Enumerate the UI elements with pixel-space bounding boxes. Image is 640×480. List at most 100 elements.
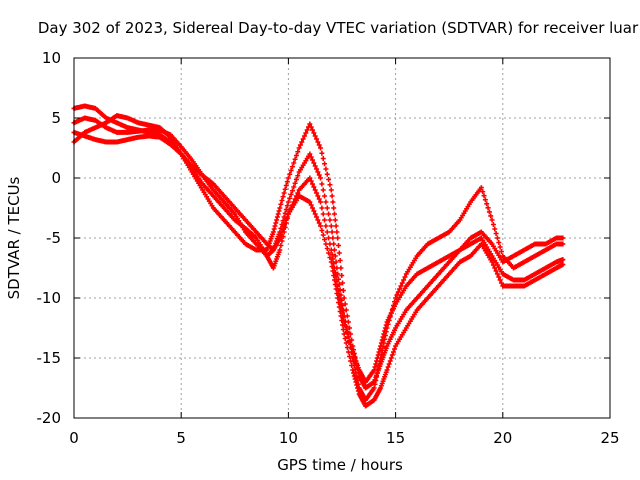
data-point-interp (326, 250, 332, 256)
data-point-interp (385, 321, 391, 327)
data-point-interp (295, 173, 301, 179)
data-point-interp (399, 280, 405, 286)
x-tick-label: 15 (386, 429, 405, 447)
data-point-interp (319, 181, 325, 187)
data-point-interp (386, 361, 392, 367)
y-tick-label: -20 (37, 409, 62, 427)
data-point-interp (331, 241, 337, 247)
data-point-interp (388, 310, 394, 316)
data-point-interp (390, 349, 396, 355)
data-point (393, 295, 399, 301)
x-tick-label: 0 (69, 429, 79, 447)
data-point (384, 367, 390, 373)
data-point-interp (394, 292, 400, 298)
x-tick-label: 20 (493, 429, 512, 447)
data-point-interp (497, 277, 503, 283)
data-point-interp (292, 180, 298, 186)
data-point-interp (336, 300, 342, 305)
data-point-interp (326, 235, 332, 241)
data-point-interp (291, 160, 297, 166)
data-point-interp (389, 306, 395, 312)
data-point (478, 185, 484, 191)
data-point-interp (310, 157, 316, 163)
data-point-interp (354, 362, 360, 368)
data-point-interp (293, 177, 299, 182)
data-point-interp (280, 226, 286, 232)
data-point-interp (340, 303, 346, 308)
data-point-interp (308, 202, 314, 208)
data-point (318, 223, 324, 229)
data-point-interp (272, 223, 278, 229)
data-point-interp (334, 229, 340, 235)
data-point-interp (323, 166, 329, 172)
data-point-interp (388, 355, 394, 361)
data-point-interp (320, 187, 326, 193)
data-point (371, 385, 377, 391)
data-point-interp (392, 299, 398, 305)
data-point-interp (334, 291, 340, 296)
data-point-interp (331, 205, 337, 211)
data-point-interp (314, 190, 320, 196)
data-point-interp (331, 273, 337, 278)
data-point-interp (332, 217, 338, 223)
data-point-interp (387, 358, 393, 364)
data-point-interp (344, 329, 350, 335)
data-point-interp (345, 349, 351, 355)
data-point-interp (322, 193, 328, 199)
y-tick-label: -5 (46, 229, 61, 247)
chart-title: Day 302 of 2023, Sidereal Day-to-day VTE… (38, 19, 639, 37)
data-point-interp (327, 182, 333, 188)
data-point-interp (299, 139, 305, 145)
data-point (270, 229, 276, 235)
data-point-interp (278, 243, 284, 248)
data-series-3 (71, 129, 566, 409)
data-point-interp (279, 229, 285, 235)
x-axis-label: GPS time / hours (277, 456, 403, 474)
data-point (277, 247, 283, 253)
data-point-interp (300, 136, 306, 142)
data-point-interp (303, 130, 309, 136)
data-point (489, 259, 495, 265)
data-point-interp (316, 172, 322, 178)
data-point-interp (279, 198, 285, 203)
data-point-interp (320, 211, 326, 217)
data-point-interp (326, 177, 332, 182)
data-point-interp (397, 286, 403, 292)
y-tick-label: 10 (42, 49, 61, 67)
data-point-interp (497, 244, 503, 250)
data-point-interp (274, 214, 280, 220)
data-point-interp (332, 282, 338, 287)
data-point-interp (281, 223, 287, 229)
data-point-interp (355, 366, 361, 371)
data-point-interp (289, 188, 295, 194)
data-point (489, 217, 495, 223)
data-point-interp (319, 228, 325, 233)
data-point-interp (287, 195, 293, 201)
data-point-interp (320, 232, 326, 238)
data-point-interp (283, 183, 289, 188)
data-point-interp (312, 163, 318, 169)
data-point (335, 235, 341, 241)
data-point-interp (395, 289, 401, 295)
data-point-interp (336, 304, 342, 310)
data-point (307, 199, 313, 205)
data-point-interp (339, 273, 345, 278)
data-point-interp (353, 379, 359, 385)
data-point-interp (343, 340, 349, 346)
data-point-interp (344, 345, 350, 350)
data-point-interp (355, 369, 361, 375)
data-point-interp (353, 358, 359, 364)
data-point-interp (288, 192, 294, 197)
data-point-interp (289, 164, 295, 170)
data-point-interp (312, 211, 318, 217)
data-point-interp (496, 274, 502, 280)
data-point-interp (327, 217, 333, 223)
data-point-interp (493, 268, 499, 274)
data-point-interp (281, 190, 287, 196)
data-point-interp (345, 334, 351, 340)
data-point-interp (348, 358, 354, 364)
data-point-interp (340, 280, 346, 286)
x-tick-label: 10 (279, 429, 298, 447)
data-point-interp (338, 292, 344, 298)
